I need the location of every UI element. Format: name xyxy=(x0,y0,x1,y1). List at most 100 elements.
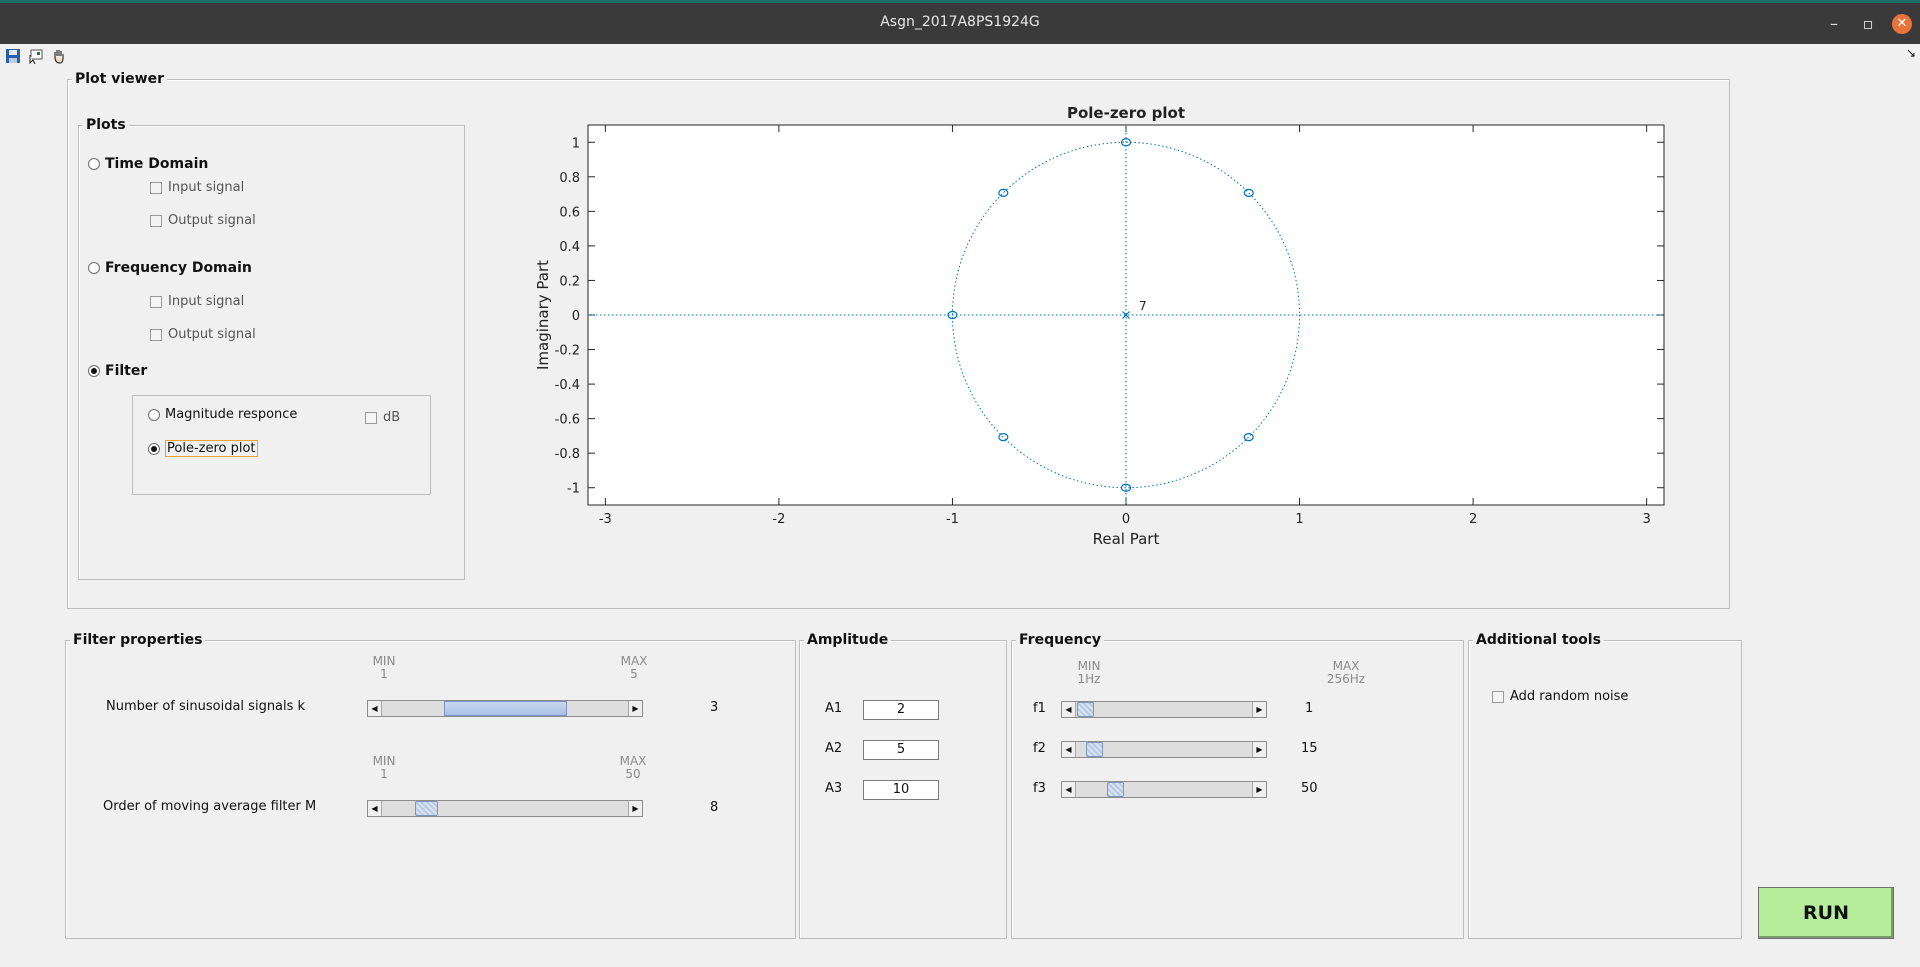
radio-magnitude-response[interactable]: Magnitude responce xyxy=(148,407,297,422)
y-tick-label: -0.6 xyxy=(555,413,580,428)
slider-left-arrow-icon[interactable]: ◀ xyxy=(1062,742,1076,757)
k-min-caption: MIN 1 xyxy=(368,655,400,681)
radio-frequency-domain[interactable]: Frequency Domain xyxy=(88,260,252,276)
title-bar: Asgn_2017A8PS1924G – ▫ ✕ xyxy=(0,0,1920,44)
radio-time-domain[interactable]: Time Domain xyxy=(88,156,208,172)
radio-filter[interactable]: Filter xyxy=(88,363,147,379)
x-tick-label: 0 xyxy=(1122,512,1130,527)
k-min-value: 1 xyxy=(380,667,388,681)
collapse-toolbar-icon[interactable]: ↘ xyxy=(1906,46,1917,60)
run-button[interactable]: RUN xyxy=(1758,887,1894,939)
maximize-icon[interactable]: ▫ xyxy=(1862,14,1874,33)
checkbox-freq-input[interactable]: Input signal xyxy=(150,294,244,309)
chart-title: Pole-zero plot xyxy=(1067,104,1185,122)
amplitude-title: Amplitude xyxy=(804,632,892,648)
k-slider[interactable]: ◀ ▶ xyxy=(367,700,643,717)
a1-input[interactable]: 2 xyxy=(863,700,939,720)
plots-group-title: Plots xyxy=(83,117,129,133)
m-slider[interactable]: ◀ ▶ xyxy=(367,800,643,817)
checkbox-box xyxy=(150,295,162,308)
f1-label: f1 xyxy=(1033,701,1046,716)
f3-slider[interactable]: ◀ ▶ xyxy=(1061,781,1267,798)
y-tick-label: 0 xyxy=(572,309,580,324)
freq-max-caption: MAX 256Hz xyxy=(1321,660,1371,686)
x-tick-label: 2 xyxy=(1469,512,1477,527)
slider-right-arrow-icon[interactable]: ▶ xyxy=(1252,702,1266,717)
save-icon[interactable] xyxy=(4,48,22,64)
f1-value: 1 xyxy=(1305,701,1314,716)
checkbox-box xyxy=(150,181,162,194)
slider-left-arrow-icon[interactable]: ◀ xyxy=(1062,782,1076,797)
magnitude-label: Magnitude responce xyxy=(165,407,298,422)
k-max-value: 5 xyxy=(630,667,638,681)
data-cursor-icon[interactable] xyxy=(27,48,45,64)
m-label: Order of moving average filter M xyxy=(103,799,317,814)
zero-marker xyxy=(1243,188,1254,197)
window-title: Asgn_2017A8PS1924G xyxy=(880,14,1040,30)
min-label: MIN xyxy=(1077,659,1101,673)
max-label: MAX xyxy=(1332,659,1360,673)
f2-slider-thumb[interactable] xyxy=(1086,742,1103,757)
f2-value: 15 xyxy=(1301,741,1318,756)
x-tick-label: 1 xyxy=(1295,512,1303,527)
checkbox-box xyxy=(365,411,377,424)
y-tick-label: 1 xyxy=(572,136,580,151)
freq-output-label: Output signal xyxy=(168,327,256,342)
a2-input[interactable]: 5 xyxy=(863,740,939,760)
f3-label: f3 xyxy=(1033,781,1046,796)
slider-right-arrow-icon[interactable]: ▶ xyxy=(628,701,642,716)
frequency-title: Frequency xyxy=(1016,632,1104,648)
minimize-icon[interactable]: – xyxy=(1830,14,1838,33)
unit-circle xyxy=(951,141,1301,489)
f1-slider[interactable]: ◀ ▶ xyxy=(1061,701,1267,718)
pole-zero-chart: -3 -2 -1 0 1 2 3 1 0.8 0.6 0.4 0.2 0 -0.2 -0.4 -0.6 -0.8… xyxy=(534,104,1665,548)
radio-dot xyxy=(148,408,160,421)
zero-marker xyxy=(998,433,1009,442)
radio-pole-zero[interactable]: Pole-zero plot xyxy=(148,440,258,457)
close-icon[interactable]: ✕ xyxy=(1892,14,1912,34)
zero-marker xyxy=(1120,138,1132,147)
plot-viewer-title: Plot viewer xyxy=(72,71,167,87)
f1-slider-thumb[interactable] xyxy=(1077,702,1094,717)
checkbox-freq-output[interactable]: Output signal xyxy=(150,327,256,342)
a3-input[interactable]: 10 xyxy=(863,780,939,800)
y-axis-label: Imaginary Part xyxy=(534,260,552,370)
slider-left-arrow-icon[interactable]: ◀ xyxy=(1062,702,1076,717)
k-value: 3 xyxy=(710,700,719,715)
checkbox-add-random-noise[interactable]: Add random noise xyxy=(1492,689,1628,704)
add-random-noise-label: Add random noise xyxy=(1510,689,1629,704)
k-slider-thumb[interactable] xyxy=(444,701,567,716)
zero-marker xyxy=(947,310,958,320)
slider-left-arrow-icon[interactable]: ◀ xyxy=(368,801,382,816)
plots-group: Plots xyxy=(78,117,465,580)
m-min-caption: MIN 1 xyxy=(368,755,400,781)
checkbox-db[interactable]: dB xyxy=(365,410,400,425)
min-label: MIN xyxy=(372,654,396,668)
y-tick-label: 0.4 xyxy=(559,240,580,255)
f2-slider[interactable]: ◀ ▶ xyxy=(1061,741,1267,758)
slider-right-arrow-icon[interactable]: ▶ xyxy=(1252,782,1266,797)
m-slider-thumb[interactable] xyxy=(415,801,438,816)
radio-dot xyxy=(88,262,100,274)
f3-slider-thumb[interactable] xyxy=(1107,782,1124,797)
slider-left-arrow-icon[interactable]: ◀ xyxy=(368,701,382,716)
pole-zero-label: Pole-zero plot xyxy=(165,440,258,457)
checkbox-time-input[interactable]: Input signal xyxy=(150,180,244,195)
a2-label: A2 xyxy=(825,741,843,756)
m-value: 8 xyxy=(710,800,719,815)
figure-toolbar: ↘ xyxy=(0,44,1920,68)
frequency-panel: Frequency xyxy=(1011,632,1464,939)
y-tick-label: -0.4 xyxy=(555,378,580,393)
f3-value: 50 xyxy=(1301,781,1318,796)
slider-right-arrow-icon[interactable]: ▶ xyxy=(628,801,642,816)
pole-multiplicity-label: 7 xyxy=(1139,299,1147,313)
checkbox-time-output[interactable]: Output signal xyxy=(150,213,256,228)
amplitude-panel: Amplitude xyxy=(799,632,1007,939)
slider-right-arrow-icon[interactable]: ▶ xyxy=(1252,742,1266,757)
pan-icon[interactable] xyxy=(50,48,68,64)
filter-properties-panel: Filter properties xyxy=(65,632,796,939)
filter-options-group xyxy=(132,395,431,495)
time-input-label: Input signal xyxy=(168,180,245,195)
time-domain-label: Time Domain xyxy=(105,156,209,172)
radio-dot-selected xyxy=(88,365,100,377)
